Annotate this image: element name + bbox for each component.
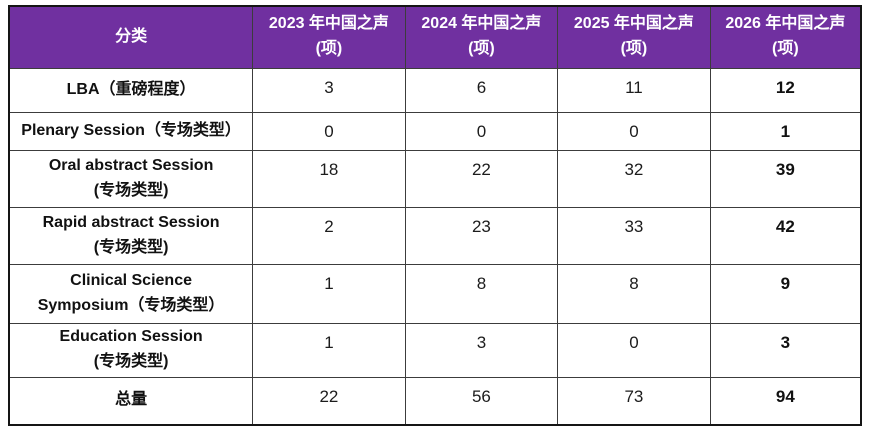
header-category-label: 分类 xyxy=(115,27,148,45)
cell-total-2023: 22 xyxy=(252,376,406,426)
session-count-table: 分类 2023 年中国之声 (项) 2024 年中国之声 (项) 2025 年中… xyxy=(8,5,862,426)
table-row-clinical-science: Clinical Science Symposium（专场类型） 1 8 8 9 xyxy=(8,263,862,324)
cell-education-2024: 3 xyxy=(404,322,559,378)
cell-oral-2024: 22 xyxy=(404,149,559,208)
cell-clinical-2025: 8 xyxy=(557,263,711,324)
row-label-education-line2: (专场类型) xyxy=(93,353,169,370)
cell-total-2025: 73 xyxy=(557,376,711,426)
row-label-clinical-science: Clinical Science Symposium（专场类型） xyxy=(8,263,254,324)
header-2023-line1: 2023 年中国之声 xyxy=(268,15,389,33)
row-label-lba-line1: LBA（重磅程度） xyxy=(66,80,196,98)
cell-education-2023: 1 xyxy=(252,322,406,378)
header-2026-line2: (项) xyxy=(772,40,799,58)
cell-oral-2023: 18 xyxy=(252,149,406,208)
row-label-clinical-line1: Clinical Science xyxy=(70,271,192,289)
row-label-lba: LBA（重磅程度） xyxy=(8,67,254,113)
row-label-plenary-line1: Plenary Session（专场类型） xyxy=(21,121,241,139)
row-label-oral-line1: Oral abstract Session xyxy=(48,156,214,174)
cell-oral-2026: 39 xyxy=(709,149,862,208)
cell-lba-2026: 12 xyxy=(709,67,862,113)
cell-oral-2025: 32 xyxy=(557,149,711,208)
cell-plenary-2025: 0 xyxy=(557,111,711,151)
cell-plenary-2023: 0 xyxy=(252,111,406,151)
row-label-rapid-line1: Rapid abstract Session xyxy=(42,213,220,231)
cell-clinical-2026: 9 xyxy=(709,263,862,324)
table-row-total: 总量 22 56 73 94 xyxy=(8,376,862,426)
cell-total-2024: 56 xyxy=(404,376,559,426)
cell-plenary-2024: 0 xyxy=(404,111,559,151)
row-label-clinical-line2: Symposium（专场类型） xyxy=(37,296,225,314)
row-label-oral-abstract: Oral abstract Session (专场类型) xyxy=(8,149,254,208)
cell-rapid-2025: 33 xyxy=(557,206,711,265)
cell-rapid-2024: 23 xyxy=(404,206,559,265)
cell-clinical-2024: 8 xyxy=(404,263,559,324)
header-2025-line2: (项) xyxy=(620,40,648,58)
row-label-rapid-line2: (专场类型) xyxy=(93,238,169,256)
table-row-rapid-abstract: Rapid abstract Session (专场类型) 2 23 33 42 xyxy=(8,206,862,265)
cell-lba-2025: 11 xyxy=(557,67,711,113)
cell-lba-2023: 3 xyxy=(252,67,406,113)
row-label-rapid-abstract: Rapid abstract Session (专场类型) xyxy=(8,206,254,265)
header-cell-2023: 2023 年中国之声 (项) xyxy=(252,5,406,69)
cell-plenary-2026: 1 xyxy=(709,111,862,151)
header-cell-category: 分类 xyxy=(8,5,254,69)
cell-lba-2024: 6 xyxy=(404,67,559,113)
row-label-education-line1: Education Session xyxy=(59,328,203,346)
cell-total-2026: 94 xyxy=(709,376,862,426)
row-label-oral-line2: (专场类型) xyxy=(93,181,169,199)
header-2025-line1: 2025 年中国之声 xyxy=(573,15,694,33)
table-header-row: 分类 2023 年中国之声 (项) 2024 年中国之声 (项) 2025 年中… xyxy=(8,5,862,69)
row-label-total-line1: 总量 xyxy=(115,391,148,409)
session-count-table-container: 分类 2023 年中国之声 (项) 2024 年中国之声 (项) 2025 年中… xyxy=(8,5,862,426)
header-cell-2025: 2025 年中国之声 (项) xyxy=(557,5,711,69)
cell-rapid-2026: 42 xyxy=(709,206,862,265)
header-2023-line2: (项) xyxy=(315,40,343,58)
table-row-lba: LBA（重磅程度） 3 6 11 12 xyxy=(8,67,862,113)
header-cell-2024: 2024 年中国之声 (项) xyxy=(404,5,559,69)
table-row-plenary: Plenary Session（专场类型） 0 0 0 1 xyxy=(8,111,862,151)
row-label-education: Education Session (专场类型) xyxy=(8,322,254,378)
cell-rapid-2023: 2 xyxy=(252,206,406,265)
table-row-oral-abstract: Oral abstract Session (专场类型) 18 22 32 39 xyxy=(8,149,862,208)
header-2024-line2: (项) xyxy=(468,40,495,58)
header-2026-line1: 2026 年中国之声 xyxy=(725,15,846,33)
header-2024-line1: 2024 年中国之声 xyxy=(421,15,542,33)
table-row-education: Education Session (专场类型) 1 3 0 3 xyxy=(8,322,862,378)
cell-education-2026: 3 xyxy=(709,322,862,378)
cell-clinical-2023: 1 xyxy=(252,263,406,324)
header-cell-2026: 2026 年中国之声 (项) xyxy=(709,5,862,69)
row-label-total: 总量 xyxy=(8,376,254,426)
cell-education-2025: 0 xyxy=(557,322,711,378)
row-label-plenary: Plenary Session（专场类型） xyxy=(8,111,254,151)
